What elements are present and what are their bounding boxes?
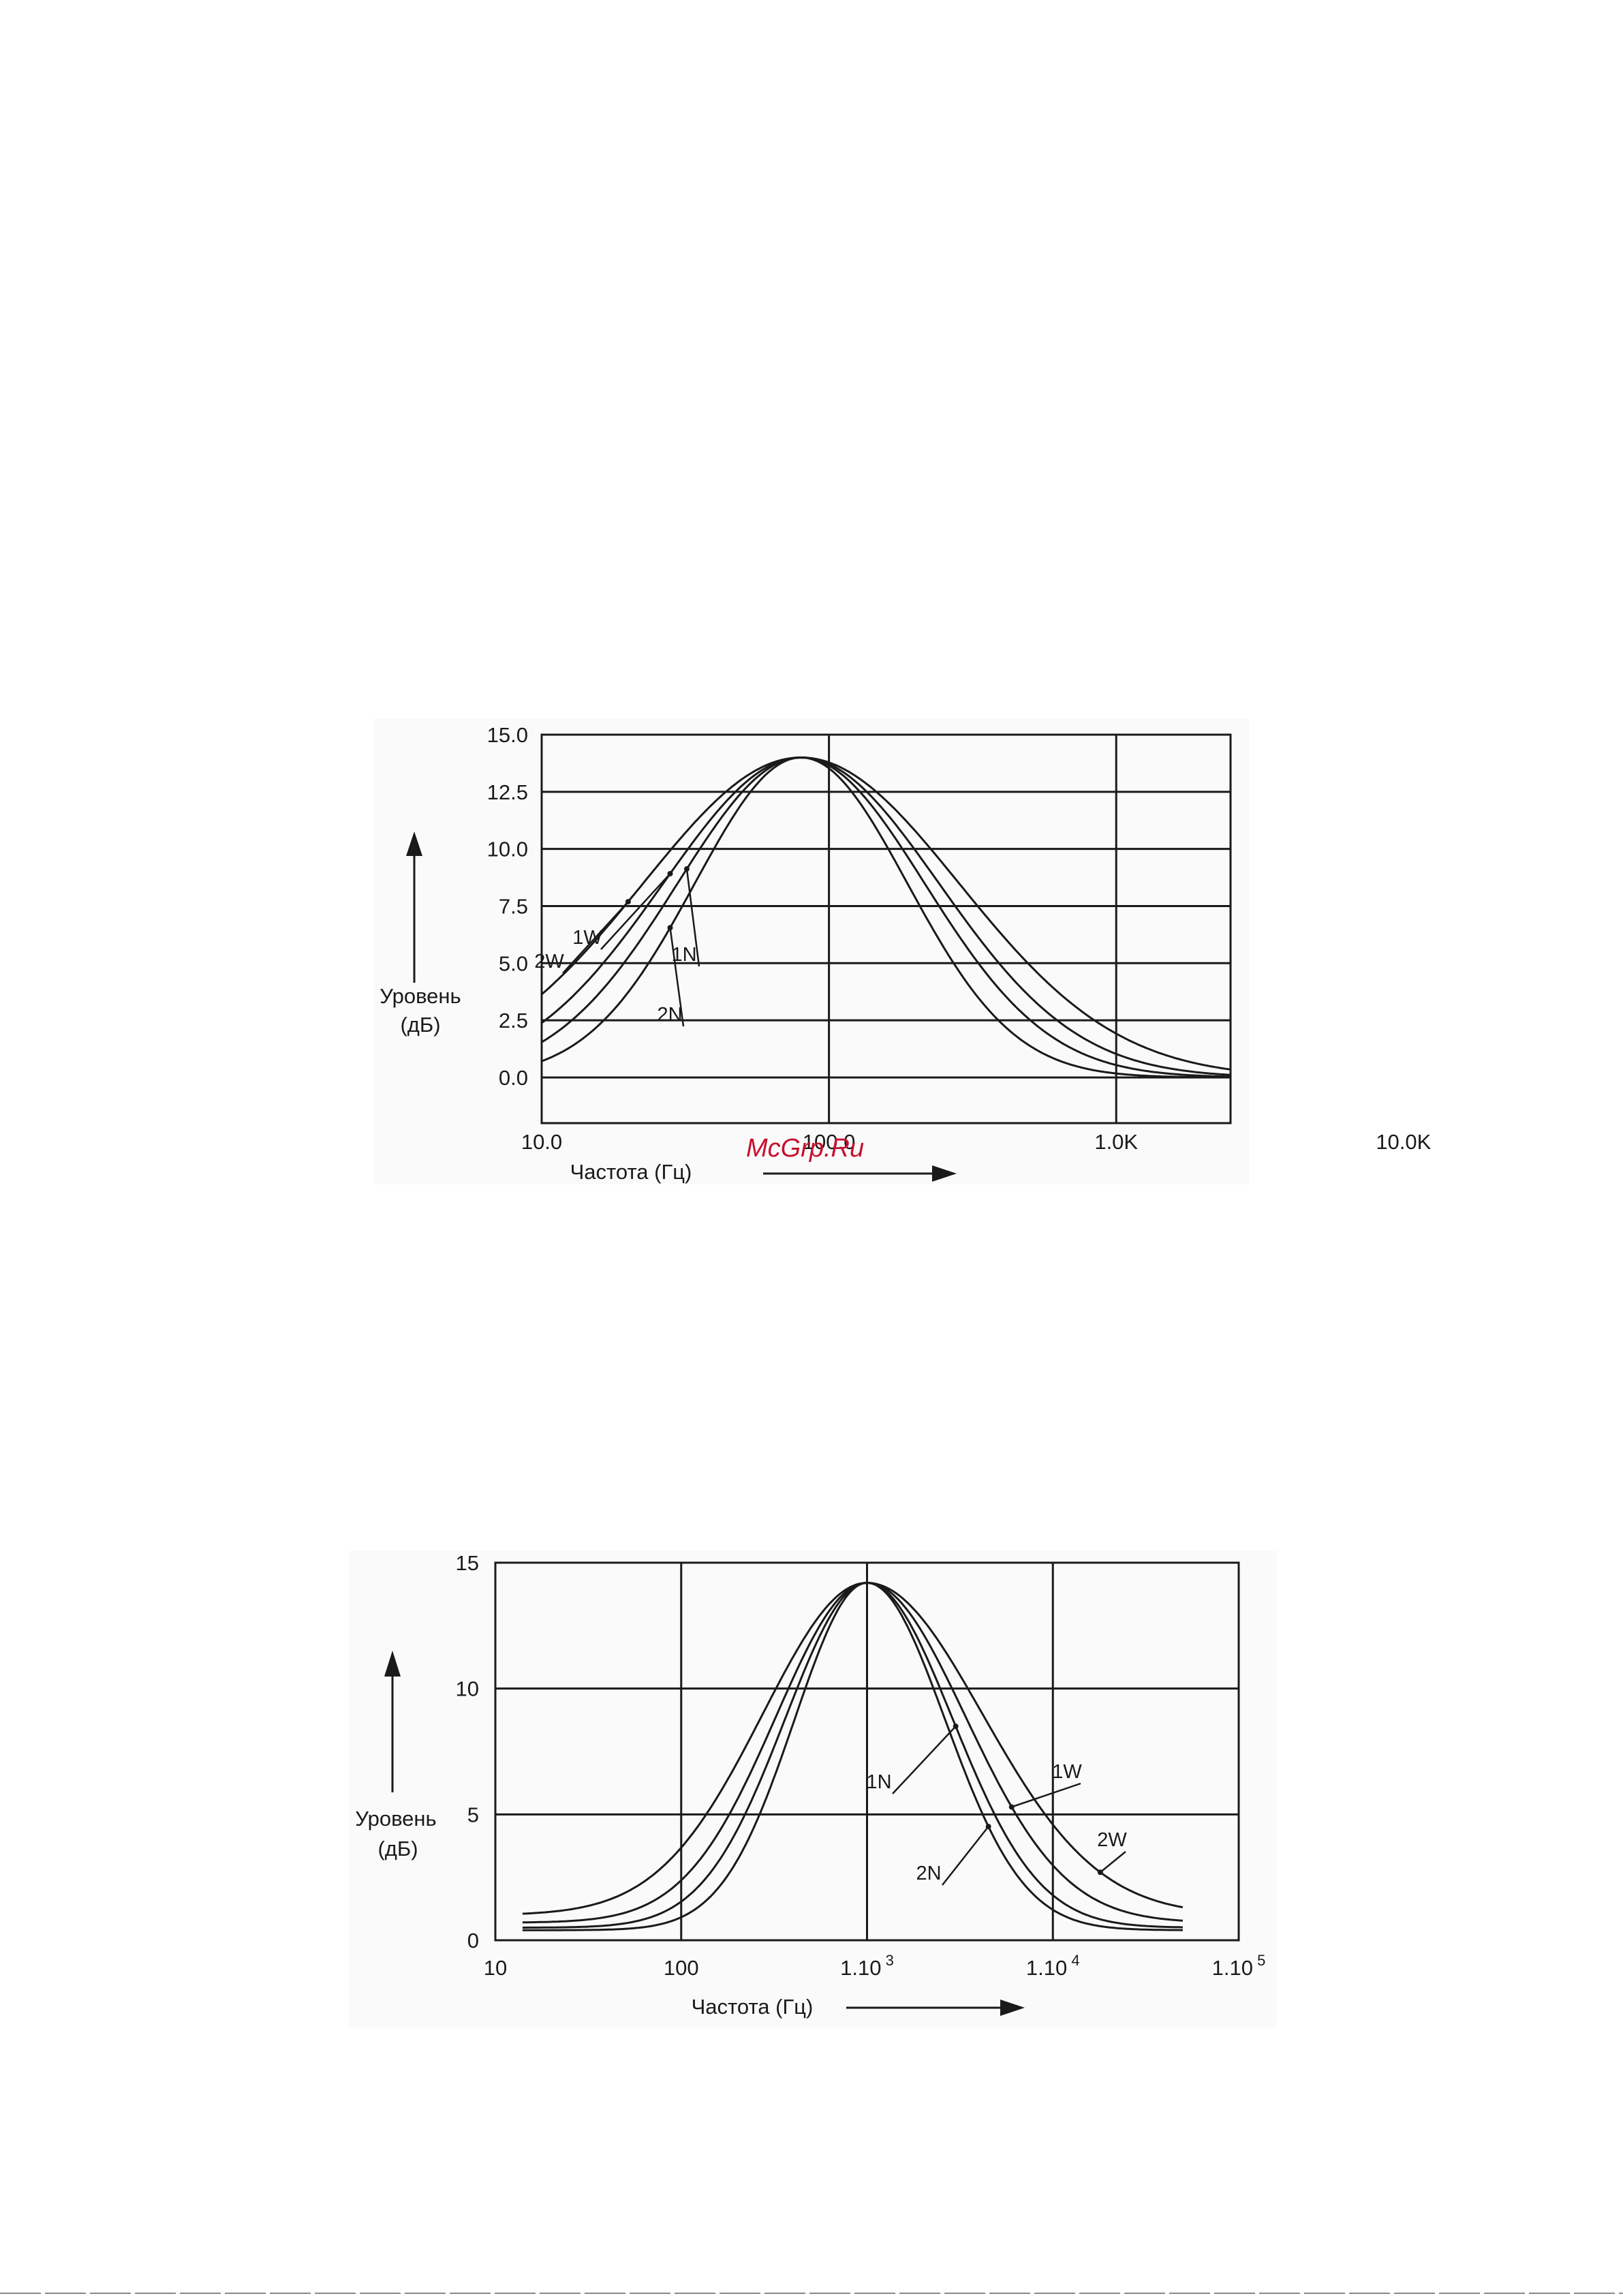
- chart-2-xlabel: Частота (Гц): [692, 1995, 814, 2019]
- chart-1-grid: [540, 733, 1232, 1124]
- series-line-2n: [522, 1582, 1183, 1931]
- leader-dot-2n: [985, 1824, 991, 1830]
- y-tick-label: 2.5: [499, 1009, 528, 1032]
- series-label-2n: 2N: [916, 1863, 941, 1884]
- chart-1-ylabel-line1: Уровень: [380, 984, 461, 1008]
- chart-1-annotations: 2W 1W 1N 2N: [534, 866, 700, 1027]
- chart-1-right-arrow-icon: [763, 1165, 957, 1182]
- series-label-1n: 1N: [866, 1771, 891, 1793]
- x-tick-label: 100: [664, 1956, 699, 1980]
- x-tick-exponent: 5: [1253, 1952, 1265, 1969]
- series-line-1w: [541, 756, 1231, 1076]
- leader-dot-1w: [667, 870, 673, 876]
- leader-line-2w: [562, 901, 629, 974]
- chart-1-background: [373, 719, 1249, 1184]
- chart-2-annotations: 1N 1W 2N 2W: [866, 1724, 1127, 1886]
- series-label-1n: 1N: [671, 944, 696, 966]
- y-tick-label: 10.0: [487, 838, 528, 861]
- leader-dot-2w: [1097, 1869, 1103, 1876]
- y-tick-label: 0: [467, 1929, 479, 1953]
- chart-2-ylabel-line1: Уровень: [355, 1807, 436, 1831]
- x-tick-exponent: 3: [881, 1952, 893, 1969]
- x-tick-label: 1.10 3: [840, 1952, 894, 1980]
- leader-dot-2n: [667, 925, 673, 931]
- series-line-2n: [541, 756, 1231, 1079]
- leader-line-1w: [1011, 1782, 1081, 1808]
- y-tick-label: 0.0: [499, 1066, 528, 1090]
- y-tick-label: 7.5: [499, 894, 528, 918]
- chart-2-background: [349, 1550, 1277, 2027]
- y-tick-label: 5.0: [499, 951, 528, 975]
- y-tick-label: 5: [467, 1803, 479, 1826]
- leader-dot-1n: [683, 866, 690, 872]
- series-label-2w: 2W: [534, 951, 564, 973]
- chart-1: 2W 1W 1N 2N 10.0 100.0 1.0K 10.0K 15.0 12.5 10.0 7…: [373, 719, 1432, 1184]
- y-tick-label: 10: [456, 1677, 479, 1701]
- chart-2-up-arrow-icon: [384, 1651, 401, 1792]
- x-tick-label: 1.0K: [1094, 1130, 1138, 1154]
- series-label-1w: 1W: [572, 927, 602, 949]
- series-line-2w: [541, 756, 1231, 1071]
- leader-line-2n: [669, 928, 685, 1027]
- leader-line-2w: [1100, 1851, 1126, 1873]
- y-tick-label: 15: [456, 1551, 479, 1575]
- leader-line-2n: [942, 1826, 989, 1886]
- chart-1-curves: [541, 756, 1231, 1079]
- leader-dot-2w: [625, 899, 631, 905]
- series-line-1n: [541, 756, 1231, 1078]
- x-tick-label: 10.0K: [1376, 1130, 1431, 1154]
- chart-2-ylabel-line2: (дБ): [377, 1837, 418, 1861]
- chart-2-curves: [522, 1582, 1184, 1931]
- x-tick-label: 100.0: [803, 1130, 856, 1154]
- chart-2-grid: [494, 1561, 1240, 1942]
- chart-2-right-arrow-icon: [846, 2000, 1025, 2016]
- plot-frame: [540, 733, 1232, 1124]
- y-tick-label: 12.5: [487, 780, 528, 804]
- leader-line-1w: [600, 873, 671, 950]
- x-tick-label: 10: [484, 1956, 507, 1980]
- x-tick-label: 10.0: [521, 1130, 562, 1154]
- chart-1-ylabel-line2: (дБ): [400, 1013, 440, 1037]
- leader-dot-1n: [953, 1724, 959, 1730]
- series-line-1n: [522, 1582, 1183, 1929]
- y-tick-label: 15.0: [487, 723, 528, 747]
- chart-1-up-arrow-icon: [406, 831, 422, 983]
- series-label-2w: 2W: [1097, 1829, 1127, 1851]
- leader-line-1n: [892, 1726, 957, 1794]
- chart-1-tick-labels: 10.0 100.0 1.0K 10.0K 15.0 12.5 10.0 7.5 5.0 2.5 0…: [487, 723, 1432, 1154]
- leader-dot-1w: [1008, 1804, 1015, 1810]
- series-label-1w: 1W: [1052, 1761, 1082, 1783]
- watermark: McGrp.Ru: [746, 1134, 864, 1163]
- chart-1-xlabel: Частота (Гц): [570, 1160, 692, 1184]
- leader-line-1n: [685, 868, 700, 967]
- series-label-2n: 2N: [657, 1004, 682, 1026]
- x-tick-exponent: 4: [1067, 1952, 1079, 1969]
